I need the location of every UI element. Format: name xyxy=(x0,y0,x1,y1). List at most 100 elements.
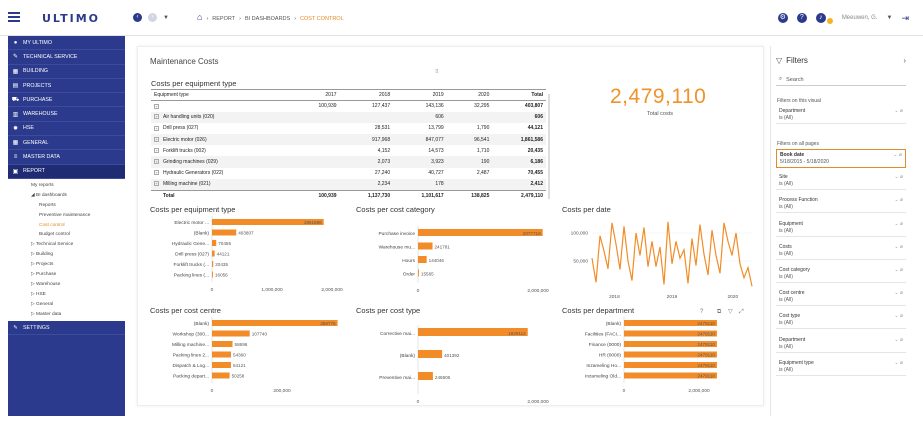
filter-controls-icon[interactable]: ⌄ ⌀ xyxy=(894,108,903,114)
filter-card-department[interactable]: Department is (All) ⌄ ⌀ xyxy=(776,106,906,124)
sidebar-item-warehouse[interactable]: ▥ WAREHOUSE xyxy=(8,107,125,122)
expand-icon[interactable]: + xyxy=(154,103,159,109)
column-header-2017[interactable]: 2017 xyxy=(293,89,340,101)
filter-controls-icon[interactable]: ⌄ ⌀ xyxy=(894,243,903,250)
filter-card-equipment[interactable]: Equipment is (All) ⌄ ⌀ xyxy=(776,219,906,237)
tree-item-bi-dashboards[interactable]: ◢ BI dashboards xyxy=(31,192,67,198)
filter-controls-icon[interactable]: ⌄ ⌀ xyxy=(894,220,903,227)
tree-item-reports[interactable]: Reports xyxy=(39,202,56,208)
filter-card-cost-category[interactable]: Cost category is (All) ⌄ ⌀ xyxy=(776,265,906,283)
tree-item-preventive-maintenance[interactable]: Preventive maintenance xyxy=(39,212,91,218)
gear-icon[interactable]: ⚙ xyxy=(777,13,788,23)
breadcrumb-bi-dashboards[interactable]: BI DASHBOARDS xyxy=(244,15,291,22)
data-label: 2479110 xyxy=(697,363,715,368)
filter-controls-icon[interactable]: ⌄ ⌀ xyxy=(894,197,903,204)
filter-controls-icon[interactable]: ⌄ ⌀ xyxy=(894,174,903,181)
filter-card-equipment-type[interactable]: Equipment type is (All) ⌄ ⌀ xyxy=(776,358,906,376)
table-row[interactable]: + Drill press (027) 28,531 13,799 1,790 44,12… xyxy=(151,123,546,134)
column-header-2019[interactable]: 2019 xyxy=(393,89,447,101)
filter-card-cost-type[interactable]: Cost type is (All) ⌄ ⌀ xyxy=(776,311,906,330)
help-icon[interactable]: ? xyxy=(796,13,807,23)
filter-card-process-function[interactable]: Process Function is (All) ⌄ ⌀ xyxy=(776,195,906,214)
tree-item-master-data[interactable]: ▷ Master data xyxy=(31,311,62,317)
filter-controls-icon[interactable]: ⌄ ⌀ xyxy=(894,313,903,320)
table-row[interactable]: + Grinding machines (029) 2,073 3,923 190 6,1… xyxy=(151,156,546,168)
table-scrollbar[interactable] xyxy=(548,94,550,199)
sidebar-item-general[interactable]: ▦ GENERAL xyxy=(8,136,125,151)
tree-item-hse[interactable]: ▷ HSE xyxy=(31,291,46,297)
bell-icon[interactable]: ♪ xyxy=(815,13,826,23)
sidebar-item-technical-service[interactable]: ✎ TECHNICAL SERVICE xyxy=(8,50,125,65)
table-row[interactable]: + Electric motor (026) 917,968 847,077 96,54… xyxy=(151,134,546,146)
grid-icon: ▦ xyxy=(12,140,19,147)
sidebar-item-settings[interactable]: ✎ SETTINGS xyxy=(8,321,125,336)
expand-icon[interactable]: + xyxy=(154,148,159,154)
tree-item-warehouse[interactable]: ▷ Warehouse xyxy=(31,281,61,287)
user-dropdown-icon[interactable]: ▼ xyxy=(886,15,893,21)
sidebar-item-my-ultimo[interactable]: ● MY ULTIMO xyxy=(8,36,125,51)
table-row[interactable]: + Air handling units (020) 606 606 xyxy=(151,111,546,123)
logout-icon[interactable]: ⇥ xyxy=(901,12,909,23)
table-row[interactable]: + Forklift trucks (002) 4,152 14,573 1,710 20… xyxy=(151,145,546,156)
expand-icon[interactable]: + xyxy=(154,170,159,176)
row-label: Air handling units (020) xyxy=(163,114,215,121)
table-cell: 6,186 xyxy=(492,156,546,168)
tree-item-technical-service[interactable]: ▷ Technical Service xyxy=(31,242,74,248)
filter-card-costs[interactable]: Costs is (All) ⌄ ⌀ xyxy=(776,242,906,260)
breadcrumb-report[interactable]: REPORT xyxy=(212,15,236,22)
column-header-2018[interactable]: 2018 xyxy=(339,89,394,101)
menu-icon[interactable] xyxy=(8,12,20,22)
sidebar-item-report[interactable]: ▣ REPORT xyxy=(8,164,125,179)
filter-controls-icon[interactable]: ⌄ ⌀ xyxy=(894,267,903,273)
column-header-equipment-type[interactable]: Equipment type xyxy=(151,89,294,101)
column-header-2020[interactable]: 2020 xyxy=(446,89,493,101)
filter-card-book-date[interactable]: Book date 5/18/2015 - 5/18/2020 ⌄ ⌀ xyxy=(776,149,906,168)
tree-item-budget-control[interactable]: Budget control xyxy=(39,232,70,238)
filter-controls-icon[interactable]: ⌄ ⌀ xyxy=(894,359,903,366)
column-header-total[interactable]: Total xyxy=(492,89,546,101)
category-label: (Blank) xyxy=(194,321,210,327)
data-label: 54121 xyxy=(233,363,246,368)
history-dropdown-icon[interactable]: ▼ xyxy=(163,14,169,21)
total-row: Total 100,939 1,137,730 1,101,617 138,825 2,4… xyxy=(151,189,546,202)
table-cell: 70,455 xyxy=(527,170,543,177)
filter-controls-icon[interactable]: ⌄ ⌀ xyxy=(893,152,902,158)
expand-icon[interactable]: + xyxy=(154,136,159,142)
table-row[interactable]: + Milling machine (021) 2,234 178 2,412 xyxy=(151,178,546,190)
expand-icon[interactable]: + xyxy=(154,114,159,120)
expand-icon[interactable]: + xyxy=(154,181,159,187)
filter-card-cost-centre[interactable]: Cost centre is (All) ⌄ ⌀ xyxy=(776,288,906,307)
tree-item-purchase[interactable]: ▷ Purchase xyxy=(31,271,57,277)
sidebar-item-projects[interactable]: ▤ PROJECTS xyxy=(8,79,125,94)
total-costs-label: Total costs xyxy=(647,111,673,117)
forward-icon[interactable]: › xyxy=(148,13,157,22)
sidebar: ● MY ULTIMO ✎ TECHNICAL SERVICE ▦ BUILDING ▤ PR… xyxy=(8,36,125,416)
sidebar-item-hse[interactable]: ✹ HSE xyxy=(8,122,125,137)
filter-controls-icon[interactable]: ⌄ ⌀ xyxy=(894,336,903,343)
sidebar-item-master-data[interactable]: ≡ MASTER DATA xyxy=(8,150,125,165)
sidebar-item-purchase[interactable]: ⛟ PURCHASE xyxy=(8,93,125,108)
expand-icon[interactable]: + xyxy=(154,159,159,165)
bar xyxy=(418,350,443,358)
back-icon[interactable]: ‹ xyxy=(133,13,142,22)
home-icon[interactable]: ⌂ xyxy=(197,12,203,22)
filters-search-input[interactable]: ⌕ Search xyxy=(776,74,906,86)
sidebar-item-building[interactable]: ▦ BUILDING xyxy=(8,65,125,79)
bar xyxy=(624,320,717,326)
table-row[interactable]: +100,939 127,437 143,136 32,295 403,807 xyxy=(151,101,546,112)
user-name[interactable]: Meeuwen, G. xyxy=(841,15,878,21)
tree-item-building[interactable]: ▷ Building xyxy=(31,252,54,258)
tree-item-my-reports[interactable]: My reports xyxy=(31,182,54,188)
tree-item-general[interactable]: ▷ General xyxy=(31,301,54,307)
chart-title: Costs per date xyxy=(562,205,611,214)
collapse-pane-icon[interactable]: › xyxy=(903,56,906,65)
filter-controls-icon[interactable]: ⌄ ⌀ xyxy=(894,290,903,297)
tree-item-projects[interactable]: ▷ Projects xyxy=(31,262,54,268)
drag-handle-icon[interactable]: ⠿ xyxy=(435,69,439,75)
table-row[interactable]: + Hydraulic Generators (022) 27,240 40,727 2… xyxy=(151,168,546,179)
expand-icon[interactable]: + xyxy=(154,125,159,131)
tree-item-cost-control[interactable]: Cost control xyxy=(39,222,65,228)
chart-costs-per-equipment-type: Costs per equipment type Electric motor .… xyxy=(150,205,343,293)
filter-card-department[interactable]: Department is (All) ⌄ ⌀ xyxy=(776,335,906,353)
filter-card-site[interactable]: Site is (All) ⌄ ⌀ xyxy=(776,172,906,191)
